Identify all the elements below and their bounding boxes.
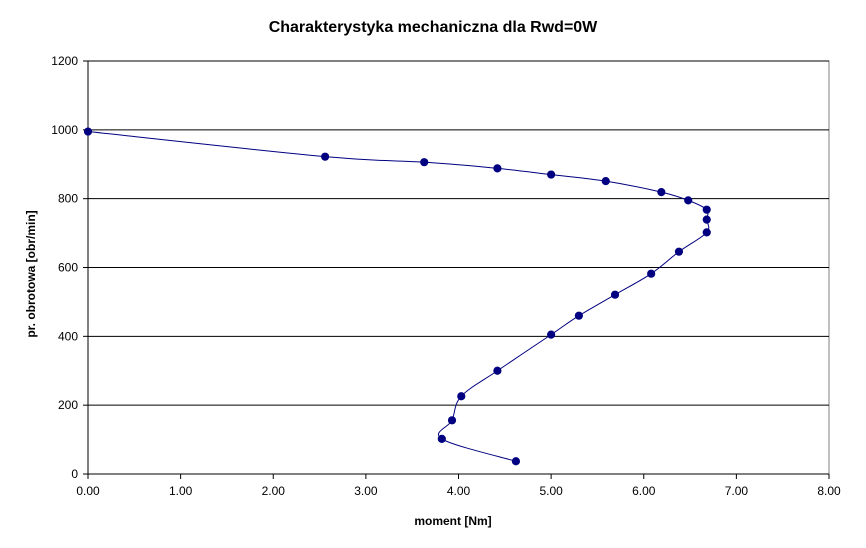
x-tick-label: 3.00 — [354, 484, 378, 498]
data-point — [601, 177, 610, 186]
y-tick-label: 1200 — [51, 54, 78, 68]
y-tick-label: 600 — [58, 261, 78, 275]
x-tick-label: 4.00 — [447, 484, 471, 498]
x-tick-label: 6.00 — [632, 484, 656, 498]
x-tick-label: 0.00 — [76, 484, 100, 498]
data-point — [511, 457, 521, 466]
chart-title: Charakterystyka mechaniczna dla Rwd=0W — [268, 19, 598, 36]
y-tick-label: 200 — [58, 398, 78, 412]
x-tick-label: 1.00 — [169, 484, 193, 498]
x-axis-label: moment [Nm] — [414, 514, 491, 528]
x-tick-label: 7.00 — [725, 484, 749, 498]
data-point — [702, 205, 711, 214]
data-point — [647, 269, 656, 278]
data-point — [493, 164, 502, 173]
y-tick-label: 800 — [58, 192, 78, 206]
data-point — [493, 366, 502, 375]
data-point — [702, 228, 711, 237]
data-point — [547, 170, 556, 179]
data-point — [420, 158, 429, 167]
data-point — [83, 127, 93, 136]
data-point — [574, 311, 584, 320]
x-tick-labels: 0.00 1.00 2.00 3.00 4.00 5.00 6.00 7.00 8.00 — [76, 474, 841, 498]
x-tick-label: 8.00 — [817, 484, 841, 498]
y-tick-label: 1000 — [51, 123, 78, 137]
data-point — [702, 215, 711, 224]
x-tick-label: 2.00 — [262, 484, 286, 498]
data-point — [610, 290, 620, 299]
data-point — [684, 196, 693, 205]
y-axis-label: pr. obrotowa [obr/min] — [24, 210, 38, 337]
y-tick-label: 0 — [71, 467, 78, 481]
data-point — [547, 330, 556, 339]
grid-lines — [88, 60, 829, 406]
y-tick-label: 400 — [58, 329, 78, 343]
data-point — [447, 416, 457, 425]
series-line — [87, 131, 710, 462]
data-point — [674, 247, 684, 256]
y-tick-labels: 0 200 400 600 800 1000 1200 — [51, 54, 88, 481]
series — [83, 127, 711, 466]
data-point — [321, 152, 330, 161]
data-point — [657, 188, 666, 197]
data-point — [437, 434, 446, 443]
x-tick-label: 5.00 — [539, 484, 563, 498]
data-point — [457, 392, 466, 401]
